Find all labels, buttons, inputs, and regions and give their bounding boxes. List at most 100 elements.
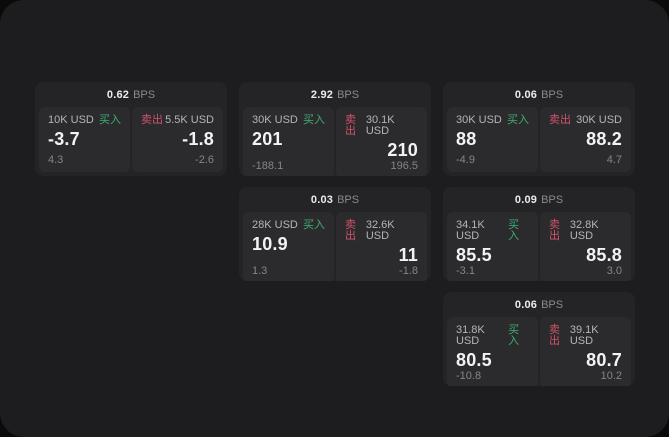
quote-panels: 10K USD 买入 -3.7 4.3 卖出 5.5K USD -1.8 -2.…: [35, 107, 227, 176]
buy-price: 201: [252, 129, 283, 149]
buy-price: 85.5: [456, 245, 492, 265]
sell-delta: 196.5: [390, 159, 418, 172]
buy-size: 30K USD: [456, 114, 502, 126]
sell-price: 88.2: [586, 129, 622, 149]
quote-card: 0.62 BPS 10K USD 买入 -3.7 4.3 卖出 5.5K USD…: [35, 82, 227, 176]
buy-price: 10.9: [252, 234, 288, 254]
buy-price: 88: [456, 129, 477, 149]
buy-panel-top: 28K USD 买入: [252, 220, 325, 231]
card-header: 0.62 BPS: [35, 82, 227, 107]
sell-delta: -1.8: [399, 264, 418, 277]
buy-panel-top: 30K USD 买入: [456, 115, 529, 126]
buy-delta: -3.1: [456, 264, 475, 277]
bps-value: 0.62: [106, 88, 130, 101]
sell-side-label: 卖出: [549, 324, 560, 347]
buy-delta: -4.9: [456, 154, 475, 166]
buy-panel-top: 34.1K USD 买入: [456, 220, 529, 242]
sell-quote-panel[interactable]: 卖出 32.8K USD 85.8 3.0: [540, 212, 631, 281]
sell-panel-top: 卖出 5.5K USD: [141, 115, 214, 126]
buy-side-label: 买入: [303, 114, 325, 126]
bps-value: 0.06: [514, 298, 538, 311]
buy-quote-panel[interactable]: 10K USD 买入 -3.7 4.3: [39, 107, 130, 172]
bps-unit-label: BPS: [541, 298, 564, 311]
card-header: 0.03 BPS: [239, 187, 431, 212]
sell-size: 30.1K USD: [365, 114, 395, 137]
sell-panel-top: 卖出 30K USD: [549, 115, 622, 126]
sell-price: -1.8: [182, 129, 214, 149]
buy-delta: 1.3: [252, 264, 268, 277]
buy-panel-top: 10K USD 买入: [48, 115, 121, 126]
sell-price: 80.7: [586, 350, 622, 370]
quote-panels: 31.8K USD 买入 80.5 -10.8 卖出 39.1K USD 80.…: [443, 317, 635, 386]
bps-value: 0.06: [514, 88, 538, 101]
card-header: 0.06 BPS: [443, 82, 635, 107]
sell-size: 39.1K USD: [569, 324, 599, 347]
quote-card: 0.06 BPS 30K USD 买入 88 -4.9 卖出 30K USD 8…: [443, 82, 635, 176]
sell-panel-top: 卖出 30.1K USD: [345, 115, 418, 137]
sell-panel-top: 卖出 32.6K USD: [345, 220, 418, 242]
quote-card: 0.09 BPS 34.1K USD 买入 85.5 -3.1 卖出 32.8K…: [443, 187, 635, 281]
buy-side-label: 买入: [508, 219, 520, 242]
buy-size: 34.1K USD: [456, 219, 485, 242]
buy-delta: -188.1: [252, 159, 284, 172]
bps-unit-label: BPS: [541, 88, 564, 101]
buy-size: 31.8K USD: [456, 324, 485, 347]
sell-quote-panel[interactable]: 卖出 32.6K USD 11 -1.8: [336, 212, 427, 281]
card-header: 0.06 BPS: [443, 292, 635, 317]
bps-unit-label: BPS: [337, 193, 360, 206]
card-header: 2.92 BPS: [239, 82, 431, 107]
buy-delta: -10.8: [456, 369, 482, 382]
sell-price: 210: [387, 140, 418, 160]
sell-quote-panel[interactable]: 卖出 39.1K USD 80.7 10.2: [540, 317, 631, 386]
bps-value: 2.92: [310, 88, 334, 101]
sell-side-label: 卖出: [549, 219, 560, 242]
quote-panels: 30K USD 买入 88 -4.9 卖出 30K USD 88.2 4.7: [443, 107, 635, 176]
quote-card: 0.03 BPS 28K USD 买入 10.9 1.3 卖出 32.6K US…: [239, 187, 431, 281]
sell-panel-top: 卖出 39.1K USD: [549, 325, 622, 347]
sell-price: 11: [398, 245, 418, 265]
quote-panels: 34.1K USD 买入 85.5 -3.1 卖出 32.8K USD 85.8…: [443, 212, 635, 281]
buy-size: 10K USD: [48, 114, 94, 126]
sell-delta: 4.7: [606, 154, 622, 166]
bps-unit-label: BPS: [133, 88, 156, 101]
bps-unit-label: BPS: [541, 193, 564, 206]
sell-size: 32.8K USD: [569, 219, 599, 242]
quote-card: 2.92 BPS 30K USD 买入 201 -188.1 卖出 30.1K …: [239, 82, 431, 176]
bps-value: 0.09: [514, 193, 538, 206]
sell-side-label: 卖出: [345, 114, 356, 137]
buy-size: 28K USD: [252, 219, 298, 231]
buy-panel-top: 31.8K USD 买入: [456, 325, 529, 347]
sell-delta: 3.0: [606, 264, 622, 277]
buy-quote-panel[interactable]: 30K USD 买入 88 -4.9: [447, 107, 538, 172]
bps-unit-label: BPS: [337, 88, 360, 101]
sell-size: 5.5K USD: [165, 114, 214, 126]
buy-side-label: 买入: [507, 114, 529, 126]
quote-card: 0.06 BPS 31.8K USD 买入 80.5 -10.8 卖出 39.1…: [443, 292, 635, 386]
sell-quote-panel[interactable]: 卖出 30K USD 88.2 4.7: [540, 107, 631, 172]
buy-side-label: 买入: [508, 324, 520, 347]
buy-quote-panel[interactable]: 31.8K USD 买入 80.5 -10.8: [447, 317, 538, 386]
sell-panel-top: 卖出 32.8K USD: [549, 220, 622, 242]
quote-panels: 28K USD 买入 10.9 1.3 卖出 32.6K USD 11 -1.8: [239, 212, 431, 281]
buy-price: 80.5: [456, 350, 492, 370]
quote-card-grid: 0.62 BPS 10K USD 买入 -3.7 4.3 卖出 5.5K USD…: [35, 82, 635, 386]
sell-side-label: 卖出: [141, 114, 163, 126]
quote-panels: 30K USD 买入 201 -188.1 卖出 30.1K USD 210 1…: [239, 107, 431, 176]
sell-delta: -2.6: [195, 154, 214, 166]
sell-price: 85.8: [586, 245, 622, 265]
buy-side-label: 买入: [99, 114, 121, 126]
sell-side-label: 卖出: [345, 219, 356, 242]
buy-panel-top: 30K USD 买入: [252, 115, 325, 126]
buy-quote-panel[interactable]: 28K USD 买入 10.9 1.3: [243, 212, 334, 281]
sell-quote-panel[interactable]: 卖出 30.1K USD 210 196.5: [336, 107, 427, 176]
sell-size: 30K USD: [576, 114, 622, 126]
buy-quote-panel[interactable]: 34.1K USD 买入 85.5 -3.1: [447, 212, 538, 281]
buy-price: -3.7: [48, 129, 80, 149]
sell-delta: 10.2: [600, 369, 622, 382]
buy-quote-panel[interactable]: 30K USD 买入 201 -188.1: [243, 107, 334, 176]
buy-size: 30K USD: [252, 114, 298, 126]
sell-quote-panel[interactable]: 卖出 5.5K USD -1.8 -2.6: [132, 107, 223, 172]
sell-size: 32.6K USD: [365, 219, 395, 242]
buy-delta: 4.3: [48, 154, 64, 166]
